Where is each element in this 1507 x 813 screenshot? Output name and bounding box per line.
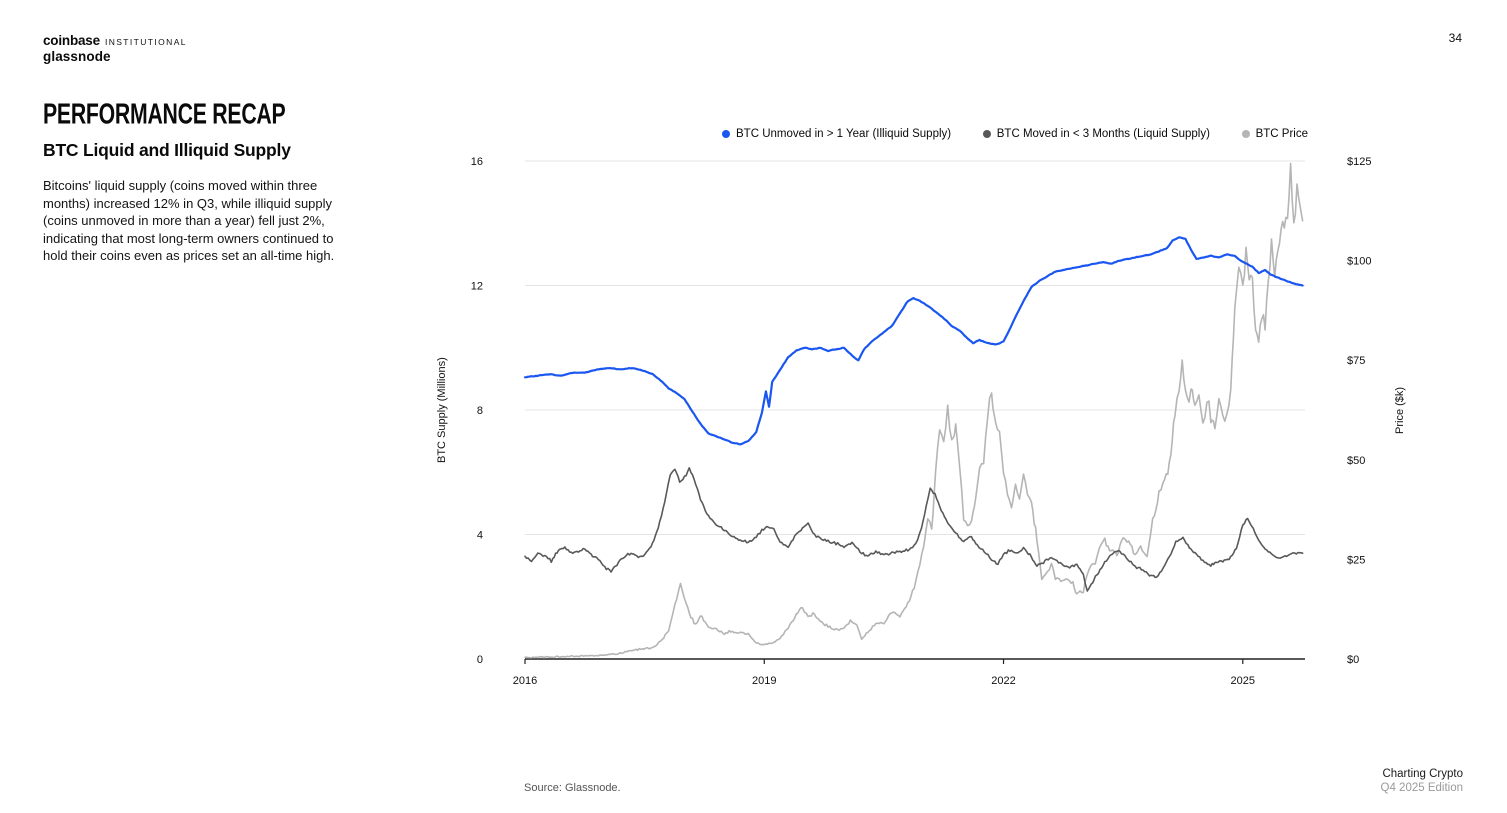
legend-item-illiquid: BTC Unmoved in > 1 Year (Illiquid Supply… — [722, 128, 951, 140]
y-left-tick-label: 0 — [477, 654, 483, 666]
x-tick-label: 2025 — [1231, 675, 1255, 687]
brand-block: coinbase INSTITUTIONAL glassnode — [43, 33, 187, 65]
page-number: 34 — [1448, 31, 1462, 45]
legend-label-liquid: BTC Moved in < 3 Months (Liquid Supply) — [996, 128, 1210, 140]
y-left-tick-label: 8 — [477, 405, 483, 417]
report-title: Charting Crypto — [1382, 768, 1463, 780]
section-kicker: PERFORMANCE RECAP — [43, 98, 286, 131]
legend-dot-price-icon — [1241, 130, 1250, 138]
legend-label-price: BTC Price — [1255, 128, 1308, 140]
report-edition: Q4 2025 Edition — [1380, 782, 1463, 795]
y-left-tick-label: 4 — [477, 530, 483, 542]
y-right-tick-label: $125 — [1347, 156, 1371, 168]
chart-description: Bitcoins' liquid supply (coins moved wit… — [43, 178, 335, 264]
coinbase-institutional-logo: coinbase INSTITUTIONAL — [43, 33, 187, 49]
y-right-tick-label: $0 — [1347, 654, 1359, 666]
series-line-price — [524, 162, 1304, 659]
series-line-illiquid-supply — [523, 236, 1304, 446]
institutional-label: INSTITUTIONAL — [104, 37, 187, 47]
y-right-tick-label: $75 — [1347, 355, 1365, 367]
series-line-liquid-supply — [524, 466, 1304, 592]
y-left-tick-label: 12 — [471, 281, 483, 293]
legend-item-price: BTC Price — [1241, 128, 1308, 140]
y-right-tick-label: $25 — [1347, 554, 1365, 566]
y-left-tick-label: 16 — [471, 156, 483, 168]
y-right-tick-label: $50 — [1347, 455, 1365, 467]
legend-dot-liquid-icon — [982, 130, 991, 138]
report-footer: Charting Crypto Q4 2025 Edition — [1381, 767, 1463, 796]
glassnode-logo: glassnode — [43, 49, 111, 65]
legend-label-illiquid: BTC Unmoved in > 1 Year (Illiquid Supply… — [736, 128, 952, 140]
legend-item-liquid: BTC Moved in < 3 Months (Liquid Supply) — [982, 128, 1210, 140]
legend-dot-illiquid-icon — [722, 130, 730, 138]
chart-legend: BTC Unmoved in > 1 Year (Illiquid Supply… — [722, 128, 1308, 140]
x-tick-label: 2016 — [513, 675, 537, 687]
x-tick-label: 2019 — [752, 675, 776, 687]
chart-title: BTC Liquid and Illiquid Supply — [43, 140, 291, 160]
y-right-tick-label: $100 — [1347, 256, 1371, 268]
x-tick-label: 2022 — [991, 675, 1015, 687]
coinbase-wordmark: coinbase — [43, 33, 100, 48]
source-note: Source: Glassnode. — [524, 782, 621, 794]
